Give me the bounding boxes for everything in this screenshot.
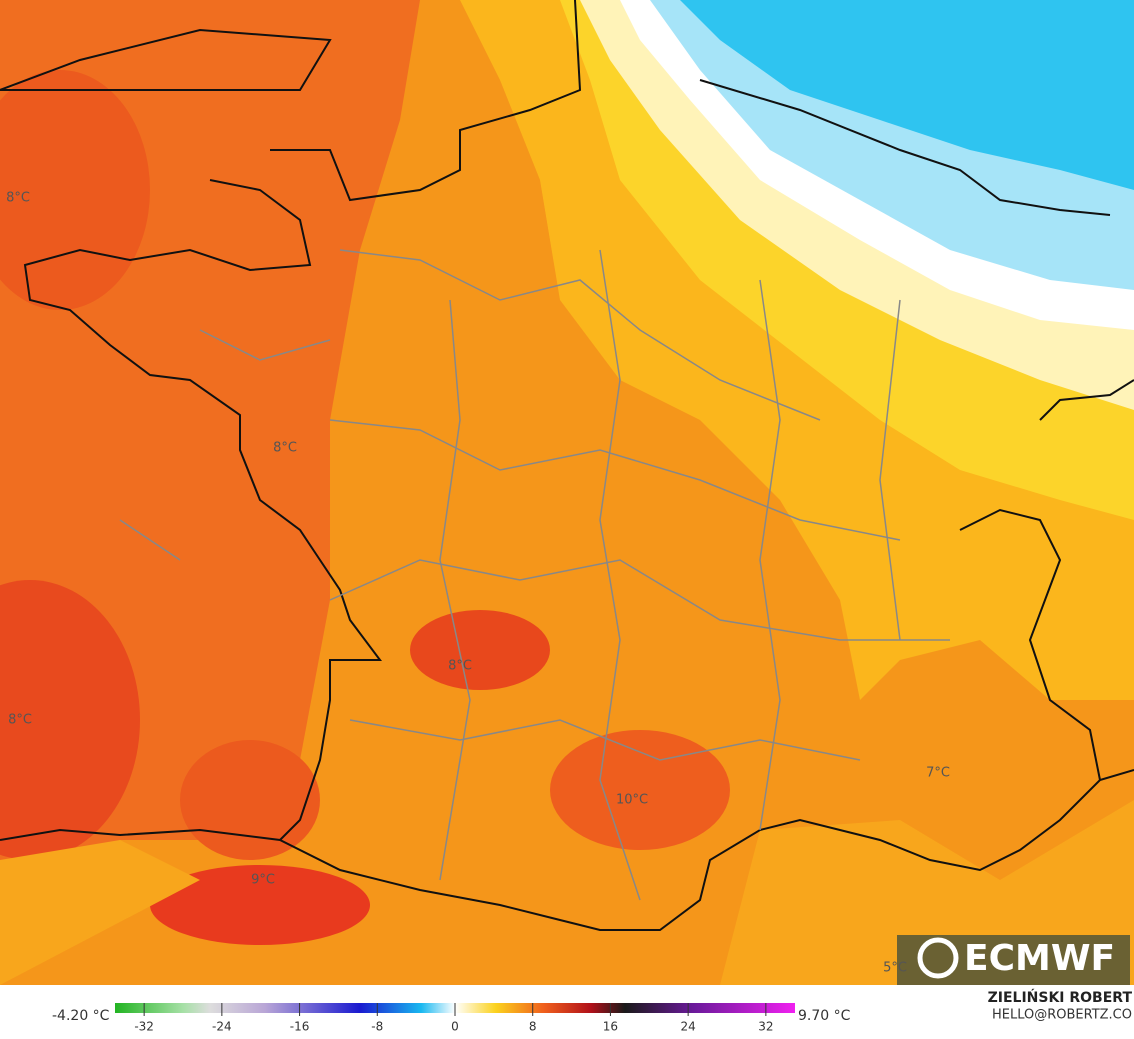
colorbar-max: 9.70 °C [798, 1008, 851, 1024]
contour-label: 10°C [616, 793, 648, 808]
contour-label: 8°C [273, 441, 297, 456]
colorbar-tick-label: 24 [681, 1020, 696, 1034]
colorbar-tick-label: 8 [529, 1020, 537, 1034]
colorbar-tick-label: 0 [451, 1020, 459, 1034]
logo-icon [917, 937, 959, 979]
map [0, 0, 1134, 985]
contour-label: 8°C [448, 659, 472, 674]
contour-label: 9°C [251, 873, 275, 888]
contour-label: 5°C [883, 961, 907, 976]
contour-label: 8°C [8, 713, 32, 728]
contour-label: 7°C [926, 766, 950, 781]
colorbar-tick-label: 32 [758, 1020, 773, 1034]
contour-label: 8°C [6, 191, 30, 206]
colorbar-tick-label: -8 [371, 1020, 383, 1034]
colorbar-tick-label: -24 [212, 1020, 232, 1034]
colorbar-tick-label: -16 [290, 1020, 310, 1034]
colorbar-tick-label: -32 [134, 1020, 154, 1034]
credit-name: ZIELIŃSKI ROBERT [988, 988, 1133, 1006]
logo: ECMWF [897, 935, 1130, 985]
colorbar-min: -4.20 °C [52, 1008, 110, 1024]
brand: ECMWF [964, 938, 1115, 979]
colorbar-tick-label: 16 [603, 1020, 618, 1034]
credit-contact: HELLO@ROBERTZ.CO [992, 1008, 1132, 1023]
